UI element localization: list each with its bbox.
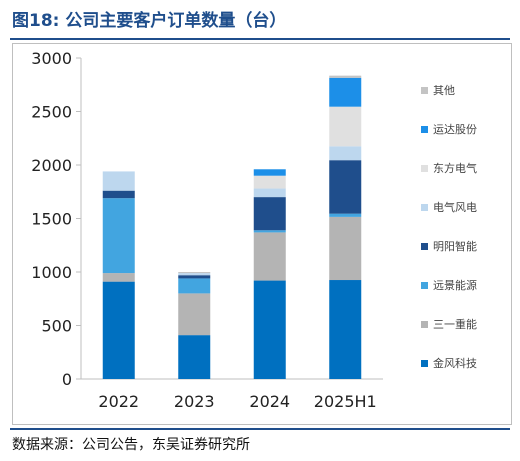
chart-panel: 0 500 1000 1500 2000 2500 3000 2022 2023 2024 2025… (12, 43, 512, 425)
x-tick-label: 2023 (174, 392, 215, 411)
bar-segment (253, 197, 286, 231)
bar-segment (329, 216, 362, 281)
bar-segment (178, 278, 211, 294)
legend-swatch (421, 204, 428, 211)
bar-segment (102, 198, 135, 274)
x-tick-label: 2024 (249, 392, 290, 411)
legend-label: 其他 (433, 84, 455, 97)
bar-segment (178, 335, 211, 379)
bar-segment (102, 171, 135, 191)
legend-swatch (421, 87, 428, 94)
legend-swatch (421, 165, 428, 172)
legend-swatch (421, 243, 428, 250)
bar-segment (178, 273, 211, 276)
bar-segment (329, 77, 362, 107)
bar-segment (329, 75, 362, 78)
title-divider (10, 38, 510, 40)
legend-swatch (421, 321, 428, 328)
source-note: 数据来源：公司公告，东吴证券研究所 (12, 437, 250, 453)
bar-segment (102, 190, 135, 199)
bar-segment (329, 280, 362, 379)
bar-segment (178, 272, 211, 274)
bar-segment (329, 106, 362, 147)
legend-label: 明阳智能 (433, 239, 477, 253)
y-tick-label: 1000 (31, 263, 72, 282)
y-tick-label: 500 (41, 317, 72, 336)
y-tick-label: 2000 (31, 156, 72, 175)
legend-swatch (421, 282, 428, 289)
bar-segment (253, 175, 286, 189)
y-tick-label: 3000 (31, 49, 72, 68)
legend-swatch (421, 126, 428, 133)
legend-label: 东方电气 (433, 161, 477, 175)
y-tick-label: 0 (62, 370, 72, 389)
legend-swatch (421, 360, 428, 367)
bar-segment (178, 275, 211, 279)
bar-segment (102, 273, 135, 282)
bar-segment (253, 232, 286, 281)
bar-segment (253, 230, 286, 233)
bar-segment (102, 281, 135, 379)
legend-label: 金风科技 (433, 356, 477, 370)
source-divider (10, 428, 510, 430)
stacked-bar-chart: 0 500 1000 1500 2000 2500 3000 2022 2023 2024 2025… (31, 49, 477, 411)
bar-segment (253, 280, 286, 379)
y-tick-label: 2500 (31, 103, 72, 122)
x-tick-label: 2022 (98, 392, 139, 411)
legend-label: 电气风电 (433, 200, 477, 214)
bar-segment (329, 160, 362, 214)
bar-segment (253, 188, 286, 198)
bar-segment (253, 169, 286, 176)
bar-segment (329, 213, 362, 217)
y-tick-label: 1500 (31, 210, 72, 229)
x-tick-label: 2025H1 (314, 392, 377, 411)
legend-label: 运达股份 (433, 123, 477, 136)
bar-segment (178, 293, 211, 336)
bar-segment (329, 146, 362, 161)
figure-title: 图18: 公司主要客户订单数量（台） (12, 11, 287, 31)
legend-label: 远景能源 (433, 278, 477, 292)
legend-label: 三一重能 (433, 317, 477, 331)
